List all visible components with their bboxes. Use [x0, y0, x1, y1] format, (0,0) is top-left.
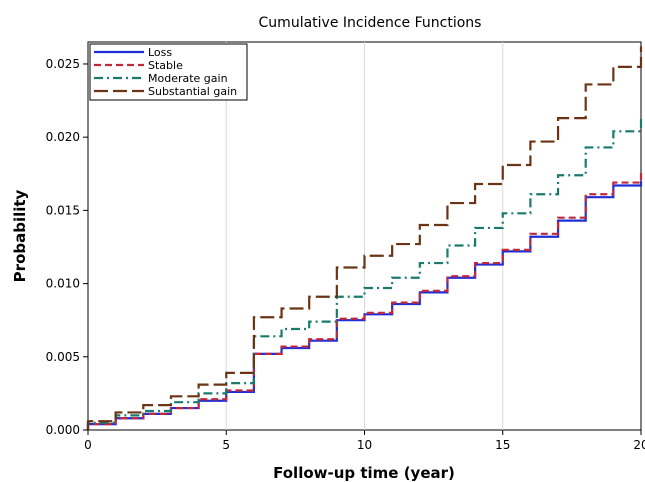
x-tick-label: 20: [633, 438, 645, 452]
axes: 0 5 10 15 20 0.000 0.005 0.010 0.015 0.020 0.025: [46, 57, 645, 452]
y-tick-label: 0.000: [46, 423, 80, 437]
y-tick-label: 0.020: [46, 130, 80, 144]
chart-title: Cumulative Incidence Functions: [259, 15, 482, 31]
x-tick-label: 10: [357, 438, 372, 452]
legend-label-substantial-gain: Substantial gain: [148, 85, 237, 98]
y-tick-label: 0.015: [46, 203, 80, 217]
x-axis-label: Follow-up time (year): [273, 464, 455, 482]
x-tick-label: 5: [222, 438, 230, 452]
legend-label-moderate-gain: Moderate gain: [148, 72, 228, 85]
series-lines: [86, 46, 643, 430]
y-tick-label: 0.010: [46, 277, 80, 291]
legend-label-loss: Loss: [148, 46, 172, 59]
grid-lines: [225, 42, 504, 430]
y-tick-label: 0.025: [46, 57, 80, 71]
x-tick-label: 0: [84, 438, 92, 452]
y-tick-label: 0.005: [46, 350, 80, 364]
series-line-substantial-gain: [86, 46, 643, 430]
series-line-moderate-gain: [86, 116, 643, 430]
legend-label-stable: Stable: [148, 59, 183, 72]
y-axis-label: Probability: [11, 189, 29, 282]
x-tick-label: 15: [495, 438, 510, 452]
